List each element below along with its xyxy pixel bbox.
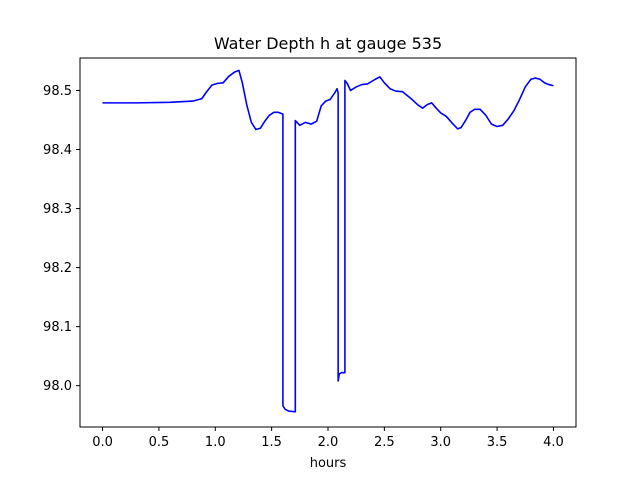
y-tick-label: 98.0 bbox=[43, 379, 72, 394]
y-axis-ticks: 98.0 98.1 98.2 98.3 98.4 98.5 bbox=[43, 84, 80, 394]
x-tick-label: 2.0 bbox=[318, 435, 339, 450]
x-tick-label: 1.0 bbox=[205, 435, 226, 450]
chart-title: Water Depth h at gauge 535 bbox=[214, 34, 442, 53]
x-tick-label: 1.5 bbox=[261, 435, 282, 450]
x-tick-label: 0.5 bbox=[149, 435, 170, 450]
x-tick-label: 4.0 bbox=[543, 435, 564, 450]
plot-line-layer bbox=[102, 69, 554, 413]
y-tick-label: 98.4 bbox=[43, 143, 72, 158]
x-axis-ticks: 0.0 0.5 1.0 1.5 2.0 2.5 3.0 3.5 4.0 bbox=[92, 427, 564, 450]
x-tick-label: 3.5 bbox=[487, 435, 508, 450]
y-tick-label: 98.2 bbox=[43, 261, 72, 276]
x-tick-label: 2.5 bbox=[374, 435, 395, 450]
x-axis-label: hours bbox=[310, 456, 347, 471]
y-tick-label: 98.3 bbox=[43, 202, 72, 217]
x-tick-label: 3.0 bbox=[430, 435, 451, 450]
y-tick-label: 98.5 bbox=[43, 84, 72, 99]
series-line-0 bbox=[102, 69, 554, 413]
plot-area-frame bbox=[79, 57, 577, 428]
x-tick-label: 0.0 bbox=[92, 435, 113, 450]
y-tick-label: 98.1 bbox=[43, 320, 72, 335]
